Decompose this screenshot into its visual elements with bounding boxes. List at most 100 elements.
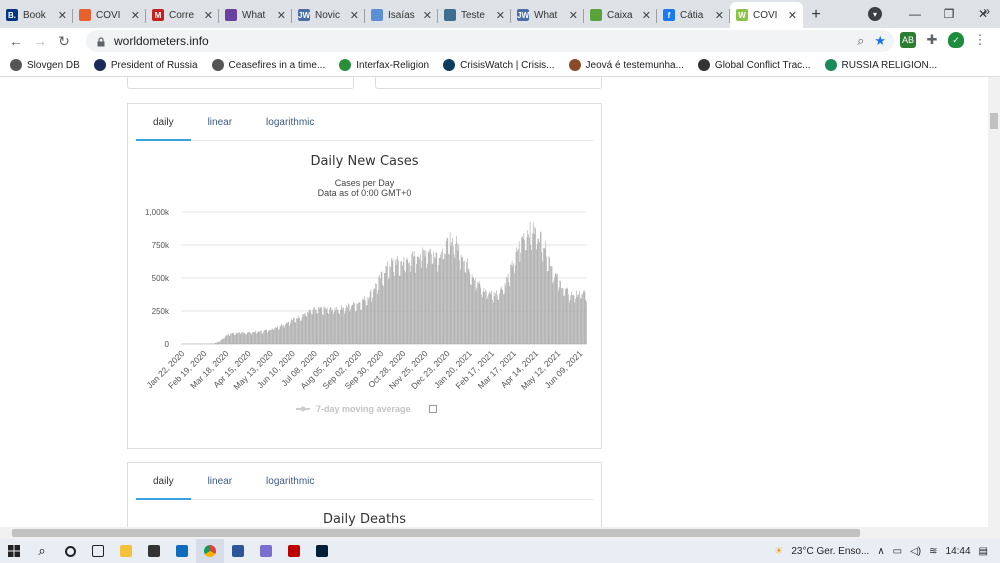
bar[interactable] (452, 237, 453, 344)
bookmark-item[interactable]: Ceasefires in a time... (211, 59, 326, 71)
bar[interactable] (242, 332, 243, 344)
tab-title[interactable]: Caixa (607, 9, 633, 21)
bar[interactable] (313, 307, 315, 344)
bookmark-item[interactable]: Interfax-Religion (339, 59, 429, 71)
bar[interactable] (424, 256, 426, 344)
bar[interactable] (389, 265, 391, 344)
bar[interactable] (359, 302, 361, 344)
bar[interactable] (228, 333, 229, 344)
bar[interactable] (311, 313, 312, 344)
bar[interactable] (322, 315, 324, 344)
bar[interactable] (570, 295, 572, 344)
bar[interactable] (445, 254, 446, 344)
bar[interactable] (353, 301, 355, 344)
bar[interactable] (224, 338, 225, 344)
bar[interactable] (460, 269, 461, 344)
bar[interactable] (419, 258, 420, 344)
bar[interactable] (529, 222, 531, 344)
notification-icon[interactable]: ▤ (978, 545, 988, 557)
bar[interactable] (398, 260, 399, 344)
bar[interactable] (297, 318, 298, 344)
bar[interactable] (289, 325, 290, 344)
bar[interactable] (256, 333, 257, 344)
browser-tab[interactable]: Isaías ✕ (365, 2, 438, 28)
bar[interactable] (557, 273, 558, 344)
bar[interactable] (217, 342, 218, 344)
bar[interactable] (537, 238, 539, 344)
bar[interactable] (510, 265, 511, 344)
lock-icon[interactable] (96, 36, 106, 47)
bar[interactable] (525, 250, 526, 344)
bar[interactable] (527, 229, 529, 344)
bar[interactable] (377, 290, 379, 344)
bar[interactable] (253, 332, 255, 344)
bar[interactable] (454, 257, 456, 344)
bar[interactable] (561, 288, 562, 344)
bar[interactable] (236, 333, 238, 344)
bar[interactable] (341, 307, 343, 344)
bar[interactable] (449, 254, 450, 344)
bar[interactable] (464, 271, 466, 344)
browser-tab[interactable]: Teste ✕ (438, 2, 511, 28)
bar[interactable] (220, 340, 221, 344)
bar[interactable] (476, 287, 478, 344)
bar[interactable] (270, 329, 271, 344)
bar[interactable] (502, 289, 503, 344)
bar[interactable] (548, 256, 550, 344)
bar[interactable] (272, 329, 274, 344)
bar[interactable] (531, 249, 532, 344)
bar[interactable] (420, 254, 421, 344)
bar[interactable] (268, 331, 269, 344)
bar[interactable] (255, 330, 257, 344)
photoshop-icon[interactable] (308, 539, 336, 563)
bar[interactable] (453, 254, 455, 344)
shield-icon[interactable]: ✓ (948, 32, 964, 48)
bookmark-item[interactable]: Slovgen DB (10, 59, 80, 71)
bar[interactable] (449, 232, 451, 344)
bar[interactable] (487, 296, 489, 344)
bar[interactable] (471, 285, 472, 344)
vertical-scrollbar[interactable] (988, 77, 1000, 527)
bookmark-label[interactable]: CrisisWatch | Crisis... (460, 59, 555, 71)
bar[interactable] (538, 238, 540, 344)
tab-daily[interactable]: daily (136, 463, 191, 500)
bar[interactable] (237, 333, 239, 344)
bookmark-label[interactable]: Ceasefires in a time... (228, 59, 326, 71)
bar[interactable] (441, 252, 442, 344)
bar[interactable] (230, 333, 232, 344)
bar[interactable] (233, 333, 235, 344)
bar[interactable] (576, 290, 577, 344)
bar[interactable] (475, 290, 477, 344)
bar[interactable] (271, 329, 272, 344)
bar[interactable] (573, 295, 575, 344)
bar[interactable] (489, 291, 490, 344)
tab-close-icon[interactable]: ✕ (349, 9, 359, 22)
bar[interactable] (504, 282, 506, 344)
bar[interactable] (362, 298, 363, 344)
bar[interactable] (450, 245, 452, 344)
bar[interactable] (543, 247, 544, 344)
bar[interactable] (382, 284, 384, 344)
url-text[interactable]: worldometers.info (114, 34, 209, 48)
bar[interactable] (287, 321, 289, 344)
bar[interactable] (261, 333, 263, 344)
bar[interactable] (417, 257, 419, 344)
bar[interactable] (280, 325, 282, 344)
browser-tab[interactable]: M Corre ✕ (146, 2, 219, 28)
bar[interactable] (515, 251, 517, 344)
bar[interactable] (471, 274, 473, 344)
bar[interactable] (507, 278, 508, 344)
bar[interactable] (267, 332, 268, 344)
tab-title[interactable]: Corre (169, 9, 195, 21)
file-explorer-icon[interactable] (112, 539, 140, 563)
search-icon[interactable]: ⌕ (38, 543, 46, 558)
bar[interactable] (461, 257, 463, 344)
bar[interactable] (262, 333, 264, 344)
bar[interactable] (401, 261, 402, 344)
bar[interactable] (459, 260, 460, 344)
bar[interactable] (545, 241, 547, 344)
bar[interactable] (340, 310, 341, 344)
bar[interactable] (243, 332, 245, 344)
tab-close-icon[interactable]: ✕ (203, 9, 213, 22)
bar[interactable] (568, 302, 570, 344)
